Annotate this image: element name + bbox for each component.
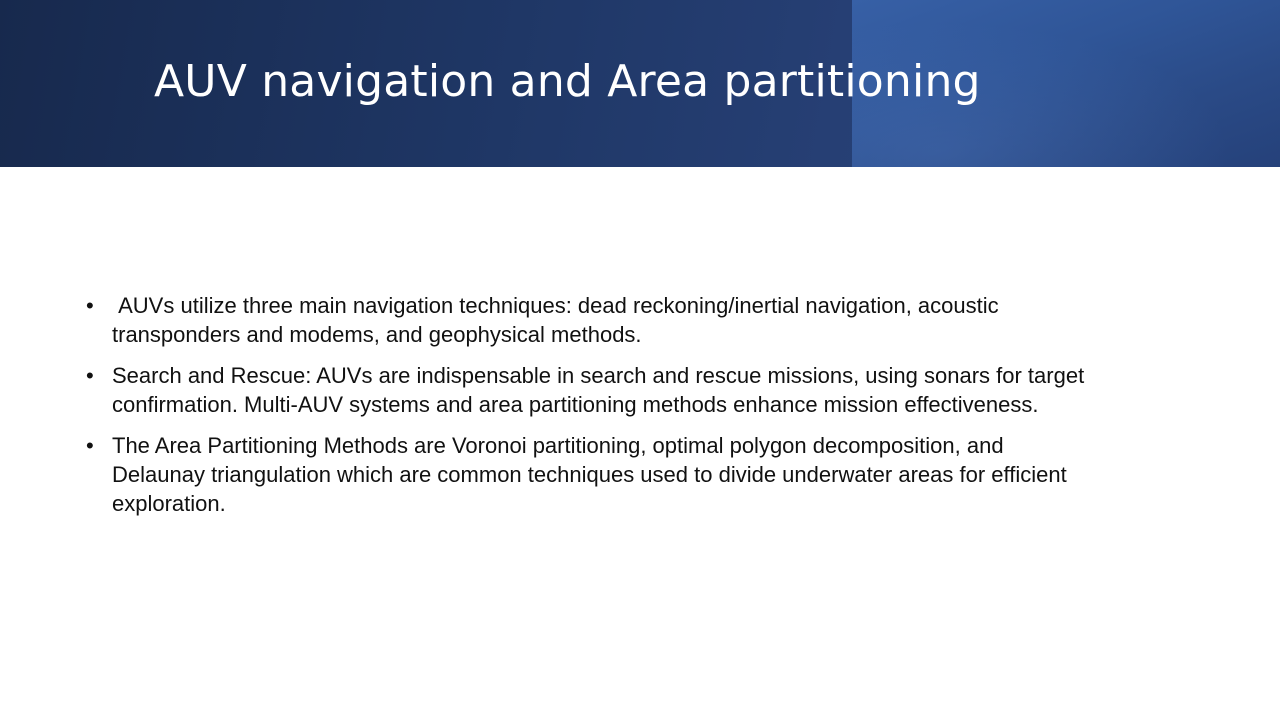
bullet-text: AUVs utilize three main navigation techn… — [112, 293, 1005, 347]
bullet-text: Search and Rescue: AUVs are indispensabl… — [112, 363, 1085, 417]
bullet-item: • The Area Partitioning Methods are Voro… — [86, 432, 1086, 518]
title-banner: AUV navigation and Area partitioning — [0, 0, 1280, 167]
slide-title: AUV navigation and Area partitioning — [154, 56, 981, 107]
banner-highlight-panel — [852, 0, 1280, 167]
bullet-marker: • — [86, 433, 94, 459]
bullet-text: The Area Partitioning Methods are Vorono… — [112, 433, 1067, 516]
bullet-item: • Search and Rescue: AUVs are indispensa… — [86, 362, 1086, 419]
bullet-marker: • — [86, 363, 94, 389]
bullet-list: • AUVs utilize three main navigation tec… — [86, 292, 1086, 531]
bullet-item: • AUVs utilize three main navigation tec… — [86, 292, 1086, 349]
bullet-marker: • — [86, 293, 94, 318]
